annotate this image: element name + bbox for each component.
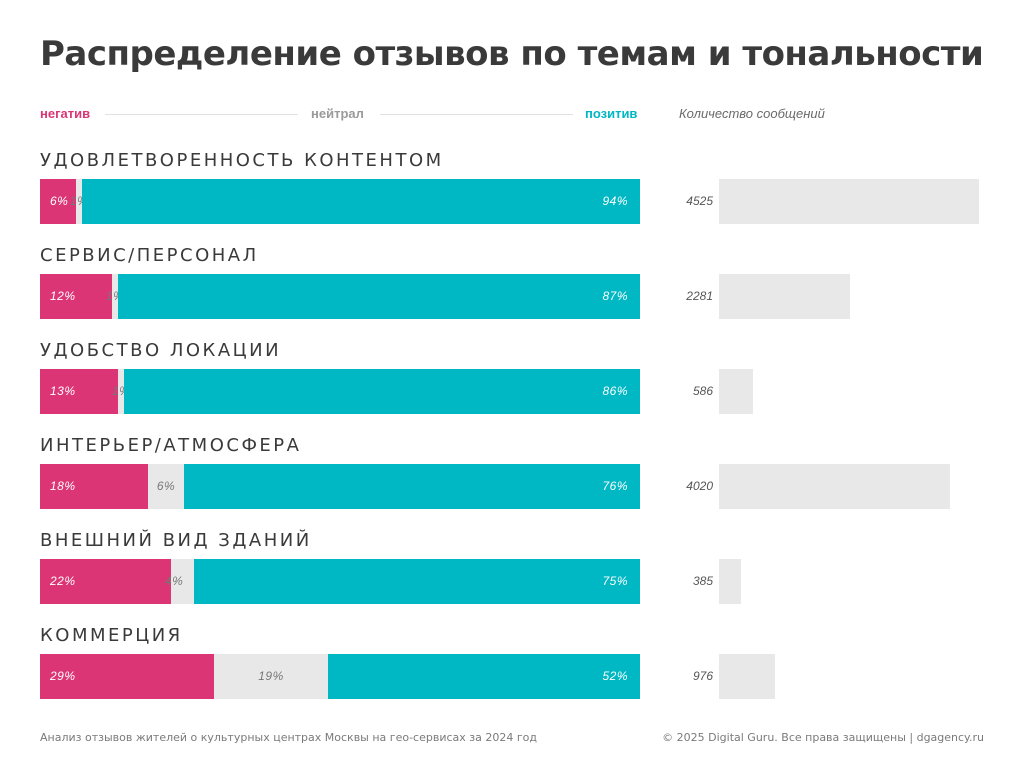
count-bar [719, 179, 979, 224]
data-label-neutral: 4% [165, 574, 184, 588]
count-bar [719, 274, 850, 319]
count-value-label: 2281 [686, 289, 713, 303]
count-bar [719, 464, 950, 509]
count-bar [719, 559, 741, 604]
legend-neutral: нейтрал [311, 106, 364, 121]
footer-copyright: © 2025 Digital Guru. Все права защищены … [662, 731, 984, 744]
count-value-label: 385 [692, 574, 713, 588]
data-label-neutral: 6% [156, 479, 176, 493]
data-label-positive: 76% [602, 479, 628, 493]
data-label-positive: 87% [602, 289, 628, 303]
category-label: СЕРВИС/ПЕРСОНАЛ [40, 245, 259, 266]
data-label-positive: 94% [602, 194, 628, 208]
bar-segment-negative: 29% [40, 654, 214, 699]
data-label-positive: 86% [602, 384, 628, 398]
legend-positive: позитив [585, 106, 638, 121]
data-label-positive: 75% [602, 574, 628, 588]
bar-segment-positive: 52% [328, 654, 640, 699]
data-label-neutral: 19% [258, 669, 284, 683]
data-label-negative: 6% [50, 194, 69, 208]
category-label: КОММЕРЦИЯ [40, 625, 183, 646]
stacked-bar: 22% 4% 75% [40, 559, 640, 604]
bar-segment-neutral: 4% [165, 559, 194, 604]
bar-segment-negative: 18% [40, 464, 148, 509]
stacked-bar: 13% 1% 86% [40, 369, 640, 414]
data-label-negative: 29% [50, 669, 76, 683]
category-label: УДОБСТВО ЛОКАЦИИ [40, 340, 282, 361]
bar-segment-negative: 22% [40, 559, 171, 604]
data-label-negative: 18% [50, 479, 76, 493]
count-bar [719, 654, 775, 699]
bar-segment-positive: 86% [124, 369, 640, 414]
stacked-bar: 12% 1% 87% [40, 274, 640, 319]
data-label-negative: 12% [50, 289, 76, 303]
count-value-label: 4020 [686, 479, 713, 493]
count-value-label: 586 [692, 384, 713, 398]
category-label: ВНЕШНИЙ ВИД ЗДАНИЙ [40, 530, 312, 551]
bar-segment-negative: 13% [40, 369, 118, 414]
count-value-label: 976 [692, 669, 713, 683]
bar-segment-positive: 87% [118, 274, 640, 319]
stacked-bar: 6% 1% 94% [40, 179, 640, 224]
bar-segment-positive: 75% [194, 559, 640, 604]
count-bar [719, 369, 753, 414]
legend-divider [380, 114, 573, 115]
data-label-negative: 22% [50, 574, 76, 588]
bar-segment-neutral: 6% [148, 464, 184, 509]
legend-negative: негатив [40, 106, 91, 121]
stacked-bar: 18% 6% 76% [40, 464, 640, 509]
data-label-negative: 13% [50, 384, 76, 398]
category-label: ИНТЕРЬЕР/АТМОСФЕРА [40, 435, 302, 456]
chart-title: Распределение отзывов по темам и тональн… [40, 34, 984, 74]
bar-segment-negative: 12% [40, 274, 112, 319]
count-value-label: 4525 [686, 194, 713, 208]
bar-segment-negative: 6% [40, 179, 76, 224]
footer-source-note: Анализ отзывов жителей о культурных цент… [40, 731, 537, 744]
bar-segment-positive: 76% [184, 464, 640, 509]
bar-segment-neutral: 19% [214, 654, 328, 699]
count-axis-header: Количество сообщений [679, 106, 825, 121]
category-label: УДОВЛЕТВОРЕННОСТЬ КОНТЕНТОМ [40, 150, 444, 171]
data-label-positive: 52% [602, 669, 628, 683]
stacked-bar: 29% 19% 52% [40, 654, 640, 699]
bar-segment-positive: 94% [82, 179, 640, 224]
legend-divider [105, 114, 298, 115]
